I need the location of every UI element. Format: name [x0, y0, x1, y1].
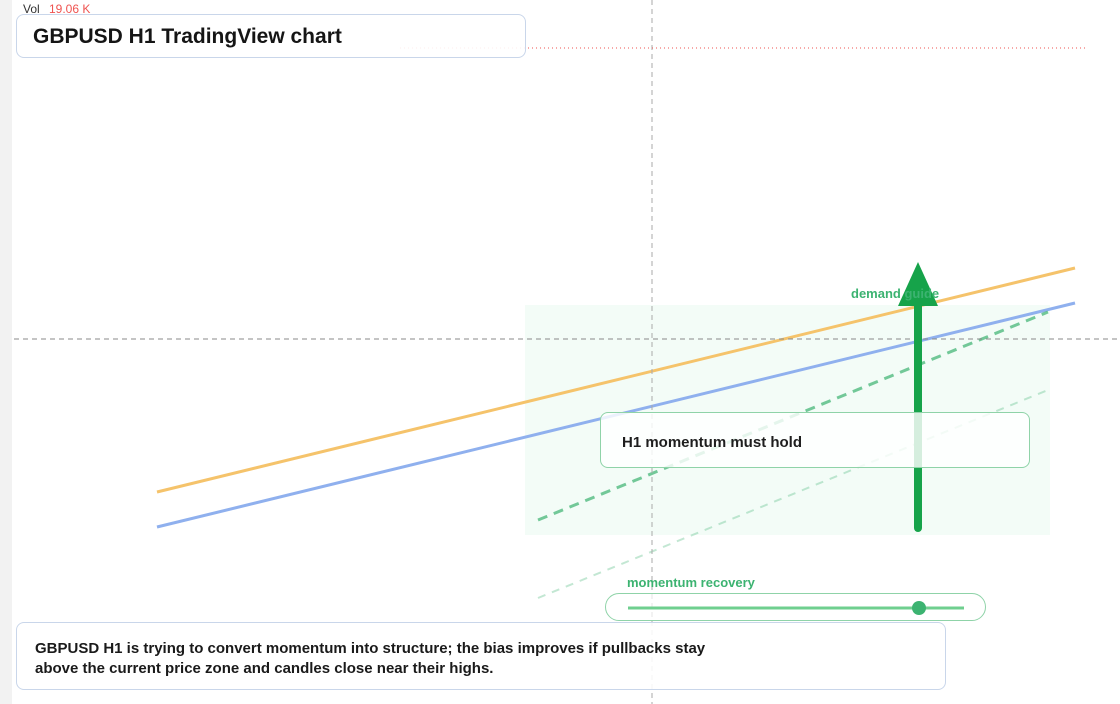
left-strip: [0, 0, 12, 704]
slider[interactable]: [605, 593, 986, 621]
arrow-head: [898, 262, 938, 306]
dashed-lower: [537, 389, 1049, 599]
callout: H1 momentum must hold: [600, 412, 1030, 468]
title-box: GBPUSD H1 TradingView chart: [16, 14, 526, 58]
knob[interactable]: [912, 601, 926, 615]
volume-label: Vol: [23, 2, 40, 16]
volume-readout: 19.06 K: [49, 2, 91, 16]
summary-box: GBPUSD H1 is trying to convert momentum …: [16, 622, 946, 690]
recovery-label: momentum recovery: [627, 575, 755, 590]
slider-track: [628, 601, 964, 615]
callout-text: H1 momentum must hold: [622, 434, 803, 451]
demand-label: demand guide: [851, 286, 940, 301]
title: GBPUSD H1 TradingView chart: [33, 25, 342, 48]
summary: GBPUSD H1 is trying to convert momentum …: [35, 640, 706, 677]
